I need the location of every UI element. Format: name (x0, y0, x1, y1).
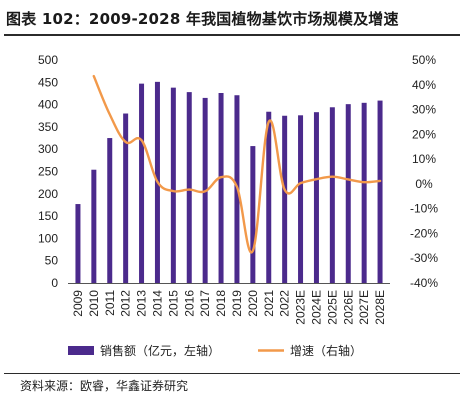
left-tick-label: 450 (38, 75, 58, 89)
right-tick-label: 20% (412, 127, 436, 141)
left-tick-label: 250 (38, 165, 58, 179)
sales-bar-2026E (345, 104, 351, 284)
legend-bar-label: 销售额（亿元，左轴） (100, 343, 220, 358)
legend: 销售额（亿元，左轴） 增速（右轴） (68, 343, 362, 358)
right-tick-label: -40% (410, 276, 438, 290)
x-tick-label: 2010 (87, 290, 101, 317)
x-tick-label: 2023E (294, 290, 308, 325)
left-tick-label: 300 (38, 142, 58, 156)
right-tick-label: 50% (412, 53, 436, 67)
growth-line (92, 74, 382, 254)
left-tick-label: 150 (38, 209, 58, 223)
right-tick-label: -20% (410, 226, 438, 240)
sales-bar-2016 (186, 92, 192, 283)
x-tick-label: 2017 (198, 290, 212, 317)
sales-bar-2025E (329, 107, 335, 283)
x-tick-label: 2028E (373, 290, 387, 325)
sales-bar-2027E (361, 102, 367, 283)
sales-bar-2022 (282, 115, 288, 283)
right-tick-label: -30% (410, 251, 438, 265)
x-tick-label: 2012 (119, 290, 133, 317)
legend-bar-swatch (68, 346, 94, 355)
x-tick-label: 2021 (262, 290, 276, 317)
footer-divider (4, 373, 460, 374)
sales-bars (75, 81, 383, 284)
sales-bar-2023E (298, 115, 304, 283)
left-tick-label: 500 (38, 53, 58, 67)
x-tick-label: 2022 (278, 290, 292, 317)
right-tick-label: 10% (412, 152, 436, 166)
sales-bar-2021 (266, 111, 272, 284)
legend-line-label: 增速（右轴） (290, 343, 362, 358)
sales-bar-2024E (313, 112, 319, 283)
x-tick-label: 2018 (214, 290, 228, 317)
sales-bar-2012 (123, 113, 129, 284)
x-tick-label: 2025E (325, 290, 339, 325)
right-tick-label: 30% (412, 103, 436, 117)
left-tick-label: 350 (38, 120, 58, 134)
x-tick-label: 2009 (71, 290, 85, 317)
sales-bar-2015 (170, 87, 176, 283)
sales-bar-2018 (218, 93, 224, 283)
x-tick-label: 2027E (357, 290, 371, 325)
x-tick-label: 2026E (341, 290, 355, 325)
x-tick-label: 2024E (309, 290, 323, 325)
sales-bar-2011 (107, 138, 113, 283)
left-tick-label: 400 (38, 98, 58, 112)
x-tick-label: 2019 (230, 290, 244, 317)
x-tick-label: 2020 (246, 290, 260, 317)
right-tick-label: 0% (415, 177, 433, 191)
left-tick-label: 200 (38, 187, 58, 201)
x-tick-label: 2015 (166, 290, 180, 317)
x-axis-ticks: 2009 2010 2011 2012 2013 2014 2015 2016 2017 2018… (71, 290, 387, 325)
right-tick-label: -10% (410, 202, 438, 216)
left-tick-label: 0 (51, 276, 58, 290)
left-tick-label: 50 (45, 254, 59, 268)
sales-bar-2010 (91, 169, 97, 283)
x-tick-label: 2014 (150, 290, 164, 317)
sales-bar-2028E (377, 100, 383, 283)
chart-title: 图表 102：2009-2028 年我国植物基饮市场规模及增速 (6, 10, 399, 28)
sales-bar-2009 (75, 204, 81, 283)
x-tick-label: 2011 (103, 290, 117, 316)
left-tick-label: 100 (38, 231, 58, 245)
right-axis-ticks: -40% -30% -20% -10% 0% 10% 20% 30% 40% 50% (410, 53, 438, 290)
source-note: 资料来源：欧睿，华鑫证券研究 (20, 379, 189, 393)
title-divider (4, 34, 460, 36)
x-tick-label: 2016 (182, 290, 196, 317)
right-tick-label: 40% (412, 78, 436, 92)
sales-bar-2013 (139, 83, 145, 283)
sales-bar-2020 (250, 146, 256, 283)
left-axis-ticks: 0 50 100 150 200 250 300 350 400 450 500 (38, 53, 58, 290)
x-tick-label: 2013 (135, 290, 149, 317)
